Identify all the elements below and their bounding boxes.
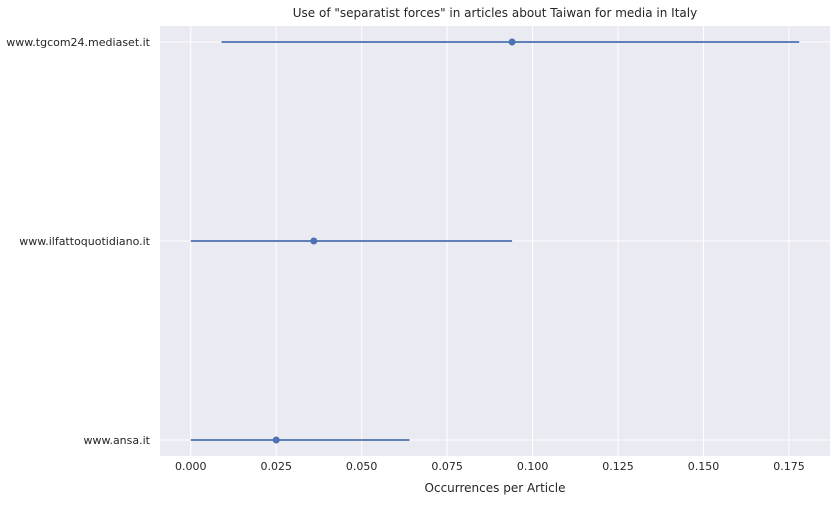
data-point: [508, 38, 516, 46]
x-tick-label: 0.025: [260, 460, 292, 473]
x-tick-label: 0.075: [431, 460, 463, 473]
x-tick-label: 0.150: [688, 460, 720, 473]
data-point: [272, 436, 280, 444]
y-category-label: www.tgcom24.mediaset.it: [6, 36, 150, 49]
x-axis-title: Occurrences per Article: [425, 481, 566, 495]
y-category-label: www.ilfattoquotidiano.it: [19, 235, 150, 248]
data-points: [272, 38, 516, 444]
x-tick-label: 0.100: [517, 460, 549, 473]
y-category-label: www.ansa.it: [83, 434, 150, 447]
y-axis-categories: www.tgcom24.mediaset.it www.ilfattoquotid…: [6, 36, 150, 447]
x-tick-label: 0.000: [175, 460, 207, 473]
x-tick-label: 0.125: [602, 460, 634, 473]
x-tick-label: 0.050: [346, 460, 378, 473]
data-point: [310, 237, 318, 245]
chart-title: Use of "separatist forces" in articles a…: [293, 6, 697, 20]
x-axis-ticks: 0.000 0.025 0.050 0.075 0.100 0.125 0.150 0.175: [175, 460, 805, 473]
x-tick-label: 0.175: [773, 460, 805, 473]
